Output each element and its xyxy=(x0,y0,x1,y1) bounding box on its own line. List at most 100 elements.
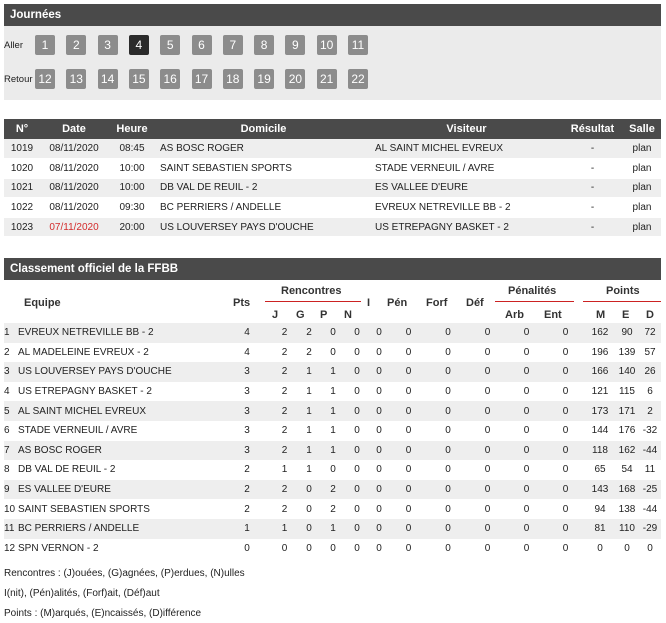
journee-button-8[interactable]: 8 xyxy=(254,35,275,55)
journee-button-19[interactable]: 19 xyxy=(254,69,275,89)
standing-rank: 9 xyxy=(4,479,18,500)
standing-j: 0 xyxy=(272,538,297,559)
journee-button-18[interactable]: 18 xyxy=(222,69,243,89)
journee-button-1[interactable]: 1 xyxy=(35,35,55,55)
standing-m: 121 xyxy=(585,381,615,402)
standing-g: 0 xyxy=(297,538,321,559)
standing-m: 162 xyxy=(585,323,615,343)
standing-d: 72 xyxy=(639,323,661,343)
standing-p: 1 xyxy=(321,420,345,441)
match-away-team[interactable]: ES VALLEE D'EURE xyxy=(371,178,562,199)
journee-button-2[interactable]: 2 xyxy=(66,35,87,55)
col-heure: Heure xyxy=(108,119,156,139)
standing-row: 4 US ETREPAGNY BASKET - 2 3 2 1 1 0 0 0 0 0 0 0 121 11… xyxy=(4,381,661,402)
standing-team[interactable]: EVREUX NETREVILLE BB - 2 xyxy=(18,323,222,343)
match-venue-link[interactable]: plan xyxy=(623,217,661,238)
standing-row: 6 STADE VERNEUIL / AVRE 3 2 1 1 0 0 0 0 0 0 0 144 176-… xyxy=(4,420,661,441)
standing-team[interactable]: US LOUVERSEY PAYS D'OUCHE xyxy=(18,362,222,382)
col-g: G xyxy=(296,309,305,321)
standing-row: 3 US LOUVERSEY PAYS D'OUCHE 3 2 1 1 0 0 0 0 0 0 0 166… xyxy=(4,362,661,382)
aller-label: Aller xyxy=(4,40,24,51)
journee-button-12[interactable]: 12 xyxy=(35,69,55,89)
journee-button-9[interactable]: 9 xyxy=(285,35,306,55)
journee-button-6[interactable]: 6 xyxy=(191,35,212,55)
group-rencontres: Rencontres xyxy=(281,285,342,297)
standing-j: 2 xyxy=(272,440,297,461)
group-points: Points xyxy=(606,285,640,297)
col-def: Déf xyxy=(466,297,484,309)
standing-e: 90 xyxy=(615,323,639,343)
match-date: 08/11/2020 xyxy=(40,158,108,179)
standing-m: 94 xyxy=(585,499,615,519)
standing-pts: 3 xyxy=(222,362,272,382)
standing-team[interactable]: ES VALLEE D'EURE xyxy=(18,479,222,500)
standing-arb: 0 xyxy=(507,342,546,363)
journee-button-16[interactable]: 16 xyxy=(160,69,181,89)
standing-m: 0 xyxy=(585,538,615,559)
journee-button-11[interactable]: 11 xyxy=(348,35,368,55)
match-venue-link[interactable]: plan xyxy=(623,178,661,199)
journee-button-5[interactable]: 5 xyxy=(160,35,181,55)
standing-arb: 0 xyxy=(507,518,546,539)
match-result: - xyxy=(562,139,623,160)
match-venue-link[interactable]: plan xyxy=(623,139,661,160)
match-home-team[interactable]: SAINT SEBASTIEN SPORTS xyxy=(156,158,371,179)
journees-header: Journées xyxy=(4,4,661,26)
legend-points: Points : (M)arqués, (E)ncaissés, (D)iffé… xyxy=(4,608,202,619)
standing-arb: 0 xyxy=(507,420,546,441)
standing-e: 171 xyxy=(615,401,639,421)
standing-team[interactable]: BC PERRIERS / ANDELLE xyxy=(18,518,222,539)
journee-button-3[interactable]: 3 xyxy=(97,35,118,55)
journee-button-14[interactable]: 14 xyxy=(97,69,118,89)
match-home-team[interactable]: BC PERRIERS / ANDELLE xyxy=(156,197,371,218)
match-away-team[interactable]: EVREUX NETREVILLE BB - 2 xyxy=(371,197,562,218)
standing-g: 2 xyxy=(297,342,321,363)
legend-infos: I(nit), (Pén)alités, (Forf)ait, (Déf)aut xyxy=(4,588,160,599)
match-home-team[interactable]: DB VAL DE REUIL - 2 xyxy=(156,178,371,199)
standing-n: 0 xyxy=(345,499,369,519)
match-away-team[interactable]: STADE VERNEUIL / AVRE xyxy=(371,158,562,179)
standing-arb: 0 xyxy=(507,323,546,343)
standing-g: 1 xyxy=(297,440,321,461)
standing-i: 0 xyxy=(369,538,389,559)
match-away-team[interactable]: AL SAINT MICHEL EVREUX xyxy=(371,139,562,160)
standing-pts: 3 xyxy=(222,420,272,441)
match-away-team[interactable]: US ETREPAGNY BASKET - 2 xyxy=(371,217,562,238)
standing-team[interactable]: STADE VERNEUIL / AVRE xyxy=(18,420,222,441)
standing-team[interactable]: SPN VERNON - 2 xyxy=(18,538,222,559)
journee-button-10[interactable]: 10 xyxy=(316,35,337,55)
standing-pts: 4 xyxy=(222,342,272,363)
standing-team[interactable]: AL SAINT MICHEL EVREUX xyxy=(18,401,222,421)
journee-button-4[interactable]: 4 xyxy=(128,35,149,55)
match-home-team[interactable]: AS BOSC ROGER xyxy=(156,139,371,160)
match-venue-link[interactable]: plan xyxy=(623,158,661,179)
standing-team[interactable]: AL MADELEINE EVREUX - 2 xyxy=(18,342,222,363)
standing-pen: 0 xyxy=(389,362,428,382)
standing-n: 0 xyxy=(345,420,369,441)
standing-forf: 0 xyxy=(428,362,468,382)
standing-team[interactable]: AS BOSC ROGER xyxy=(18,440,222,461)
journee-button-17[interactable]: 17 xyxy=(191,69,212,89)
standing-forf: 0 xyxy=(428,420,468,441)
legend-rencontres: Rencontres : (J)ouées, (G)agnées, (P)erd… xyxy=(4,568,245,579)
match-venue-link[interactable]: plan xyxy=(623,197,661,218)
standing-arb: 0 xyxy=(507,381,546,402)
points-underline xyxy=(583,301,661,302)
col-e: E xyxy=(622,309,630,321)
standing-team[interactable]: US ETREPAGNY BASKET - 2 xyxy=(18,381,222,402)
standing-n: 0 xyxy=(345,440,369,461)
journee-button-21[interactable]: 21 xyxy=(316,69,337,89)
journee-button-15[interactable]: 15 xyxy=(128,69,149,89)
journee-button-20[interactable]: 20 xyxy=(285,69,306,89)
standing-team[interactable]: DB VAL DE REUIL - 2 xyxy=(18,460,222,480)
journee-button-7[interactable]: 7 xyxy=(222,35,243,55)
match-home-team[interactable]: US LOUVERSEY PAYS D'OUCHE xyxy=(156,217,371,238)
standing-team[interactable]: SAINT SEBASTIEN SPORTS xyxy=(18,499,222,519)
journee-button-22[interactable]: 22 xyxy=(348,69,368,89)
matches-header-row: N° Date Heure Domicile Visiteur Résultat… xyxy=(4,119,661,139)
journee-button-13[interactable]: 13 xyxy=(66,69,87,89)
standing-i: 0 xyxy=(369,342,389,363)
standing-row: 1 EVREUX NETREVILLE BB - 2 4 2 2 0 0 0 0 0 0 0 0 162 9… xyxy=(4,323,661,343)
standing-pen: 0 xyxy=(389,381,428,402)
